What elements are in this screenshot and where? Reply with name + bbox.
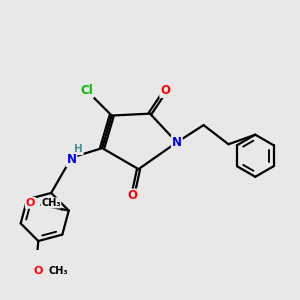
- Text: CH₃: CH₃: [41, 198, 61, 208]
- Text: O: O: [128, 189, 138, 203]
- Text: N: N: [172, 136, 182, 149]
- Text: O: O: [26, 198, 35, 208]
- Text: CH₃: CH₃: [49, 266, 69, 276]
- Text: Cl: Cl: [80, 84, 93, 97]
- Text: O: O: [160, 84, 170, 97]
- Text: O: O: [34, 266, 43, 276]
- Text: N: N: [67, 153, 76, 166]
- Text: H: H: [74, 144, 83, 154]
